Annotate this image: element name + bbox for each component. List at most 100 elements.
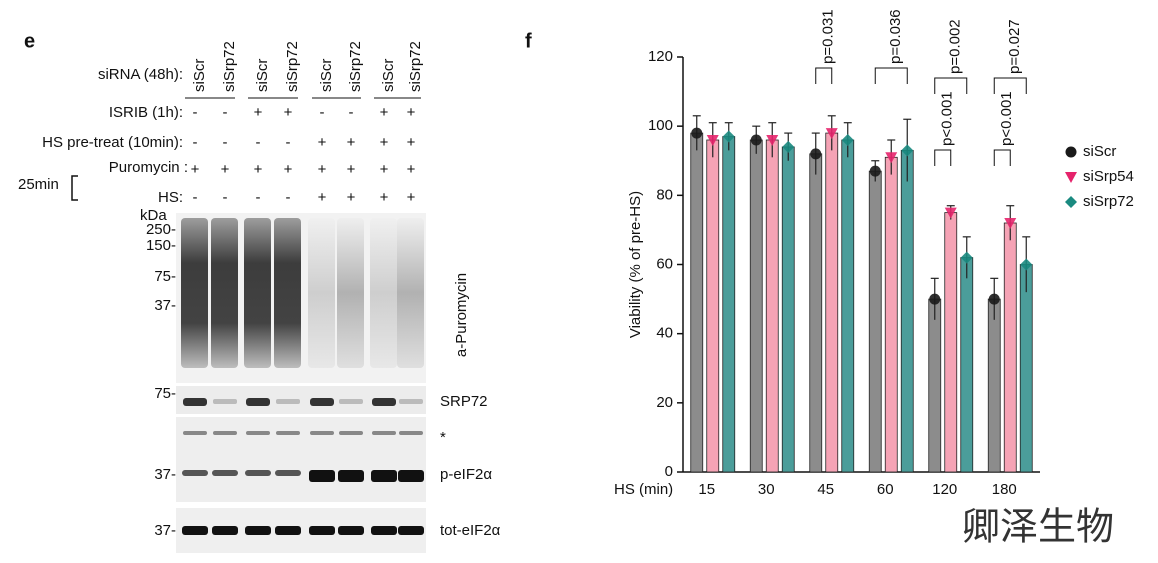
sign: - [320,104,325,121]
sign: - [223,104,228,121]
band [338,470,364,482]
band [398,526,424,535]
band [371,470,397,482]
mean-marker [810,148,822,160]
significance-bracket [993,77,1027,94]
significance-bracket [874,67,908,84]
y-tick-label: 60 [656,255,673,272]
sign: + [347,134,356,151]
lane-smear [181,218,208,368]
column-label: siScr [254,59,271,92]
sign: + [254,161,263,178]
band [182,470,208,476]
legend-label: siScr [1083,143,1116,160]
column-label: siSrp72 [347,41,364,92]
sign: - [223,134,228,151]
band [310,398,334,406]
mw-marker: 250- [146,221,176,238]
mw-marker: 37- [154,466,176,483]
significance-bracket [993,149,1011,166]
sign: - [256,134,261,151]
mw-marker: 37- [154,522,176,539]
lane-smear [211,218,238,368]
sign: + [221,161,230,178]
panel-label: e [24,30,35,52]
bar [722,136,736,473]
legend-label: siSrp54 [1083,168,1134,185]
significance-bracket [934,149,952,166]
sign: + [380,189,389,206]
band [246,398,270,406]
column-label: siScr [191,59,208,92]
panel-label: f [525,30,532,52]
blot-images [176,213,426,553]
y-tick-label: 20 [656,394,673,411]
bar [690,132,704,473]
x-tick-label: 180 [992,481,1017,498]
mean-marker [706,135,719,146]
lane-smear [274,218,301,368]
blot-note: * [440,429,446,446]
sign: - [223,189,228,206]
mw-marker: 150- [146,237,176,254]
band [275,470,301,476]
sign: + [380,134,389,151]
bracket [71,175,78,201]
lane-smear [244,218,271,368]
sign: + [407,104,416,121]
y-tick-label: 0 [665,463,673,480]
sign: - [256,189,261,206]
p-value: p<0.001 [939,91,956,146]
band [339,399,363,404]
sign: + [407,134,416,151]
mean-marker [766,135,779,146]
sign: - [193,134,198,151]
bar [841,139,855,473]
band [372,398,396,406]
bar [944,212,958,473]
column-label: siScr [318,59,335,92]
band [213,431,237,435]
band [276,431,300,435]
bar [749,139,763,473]
mean-marker [869,165,881,177]
sign: - [286,134,291,151]
column-label: siSrp72 [407,41,424,92]
band [399,399,423,404]
y-tick-label: 120 [648,48,673,65]
blot-label: tot-eIF2α [440,522,501,539]
mean-marker [944,207,957,219]
x-tick-label: 60 [877,481,894,498]
sign: + [380,161,389,178]
mean-marker [885,152,898,164]
band [371,526,397,535]
x-tick-label: 30 [758,481,775,498]
legend-marker [1065,172,1077,183]
sign: + [407,161,416,178]
significance-bracket [934,77,968,94]
y-tick-label: 40 [656,325,673,342]
mean-marker [1020,258,1033,271]
kda-label: kDa [140,207,167,224]
sign: + [347,189,356,206]
band [213,399,237,404]
row-label: HS pre-treat (10min): [42,134,183,151]
y-tick-label: 80 [656,186,673,203]
bar [1019,264,1033,473]
mean-marker [901,144,914,157]
band [245,526,271,535]
mw-marker: 75- [154,385,176,402]
legend-marker [1065,196,1077,208]
band [309,470,335,482]
column-label: siSrp72 [221,41,238,92]
row-label: HS: [158,189,183,206]
significance-bracket [815,67,833,84]
lane-smear [308,218,335,368]
y-tick-label: 100 [648,117,673,134]
bar [900,149,914,473]
band [338,526,364,535]
mean-marker [929,293,941,305]
sign: + [284,104,293,121]
row-label: ISRIB (1h): [109,104,183,121]
mean-marker [841,134,854,146]
